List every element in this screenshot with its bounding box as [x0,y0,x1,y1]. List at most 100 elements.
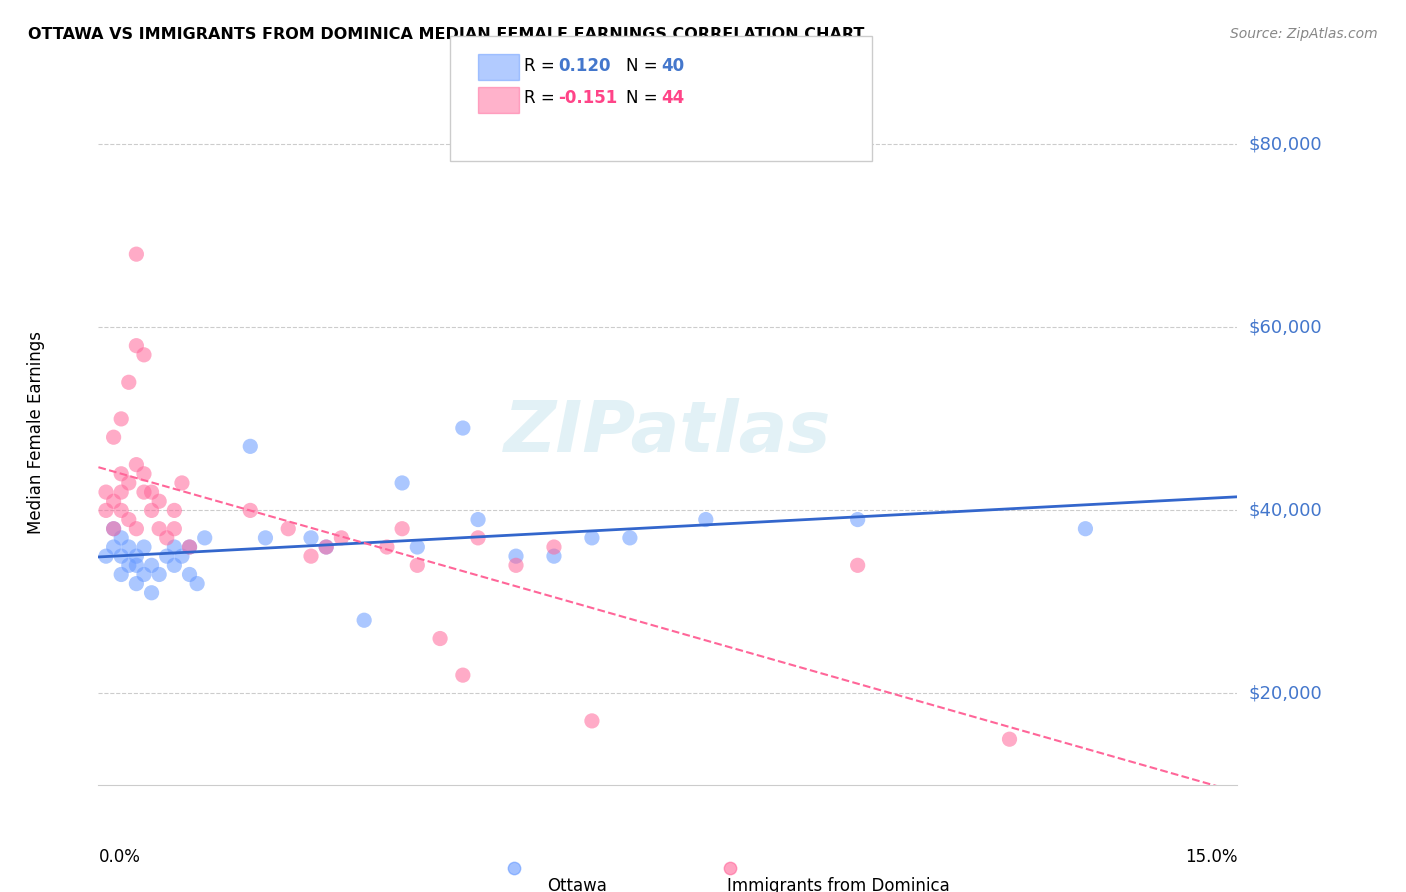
Text: Ottawa: Ottawa [547,877,606,892]
Point [315,540,337,554]
Point [581,531,603,545]
Text: 44: 44 [661,89,685,107]
Point [118,376,141,390]
Point [375,540,398,554]
Text: OTTAWA VS IMMIGRANTS FROM DOMINICA MEDIAN FEMALE EARNINGS CORRELATION CHART: OTTAWA VS IMMIGRANTS FROM DOMINICA MEDIA… [28,27,865,42]
Text: 0.0%: 0.0% [98,848,141,866]
Point [125,339,148,353]
Point [315,540,337,554]
Point [846,512,869,526]
Point [505,558,527,573]
Point [451,421,474,435]
Text: R =: R = [524,89,561,107]
Point [132,467,155,481]
Point [103,540,125,554]
Point [998,732,1021,747]
Point [118,558,141,573]
Point [695,512,717,526]
Text: $40,000: $40,000 [1249,501,1323,519]
Point [110,567,132,582]
Point [429,632,451,646]
Point [148,522,170,536]
Text: Source: ZipAtlas.com: Source: ZipAtlas.com [1230,27,1378,41]
Text: R =: R = [524,57,561,75]
Point [406,540,429,554]
Point [254,531,277,545]
Point [299,531,322,545]
Point [141,503,163,517]
Text: N =: N = [626,57,662,75]
Point [110,549,132,564]
Text: N =: N = [626,89,662,107]
Point [118,475,141,490]
Point [330,531,353,545]
Text: $80,000: $80,000 [1249,136,1322,153]
Point [125,576,148,591]
Point [132,567,155,582]
Point [94,549,117,564]
Point [125,247,148,261]
Point [543,540,565,554]
Point [132,540,155,554]
Point [148,494,170,508]
Point [141,586,163,600]
Text: 15.0%: 15.0% [1185,848,1237,866]
Point [467,531,489,545]
Point [141,485,163,500]
Point [619,531,641,545]
Point [170,549,193,564]
Point [543,549,565,564]
Point [391,475,413,490]
Point [353,613,375,627]
Point [299,549,322,564]
Point [148,567,170,582]
Point [451,668,474,682]
Point [179,567,201,582]
Point [406,558,429,573]
Point [110,467,132,481]
Point [846,558,869,573]
Point [186,576,208,591]
Point [103,430,125,444]
Text: -0.151: -0.151 [558,89,617,107]
Point [125,549,148,564]
Point [132,485,155,500]
Point [1074,522,1097,536]
Point [110,485,132,500]
Point [110,503,132,517]
Point [156,549,179,564]
Point [118,540,141,554]
Point [103,522,125,536]
Point [110,412,132,426]
Point [239,503,262,517]
Point [94,503,117,517]
Point [194,531,217,545]
Point [179,540,201,554]
Point [125,522,148,536]
Text: 0.120: 0.120 [558,57,610,75]
Point [277,522,299,536]
Point [391,522,413,536]
Text: Median Female Earnings: Median Female Earnings [27,331,45,534]
Point [103,494,125,508]
Point [163,558,186,573]
Point [239,439,262,453]
Point [103,522,125,536]
Text: $60,000: $60,000 [1249,318,1322,336]
Point [125,458,148,472]
Point [125,558,148,573]
Point [179,540,201,554]
Text: ZIPatlas: ZIPatlas [505,398,831,467]
Point [170,475,193,490]
Point [163,503,186,517]
Point [156,531,179,545]
Point [118,512,141,526]
Text: $20,000: $20,000 [1249,684,1323,702]
Point [163,522,186,536]
Point [110,531,132,545]
Text: Immigrants from Dominica: Immigrants from Dominica [727,877,950,892]
Point [94,485,117,500]
Point [505,549,527,564]
Point [467,512,489,526]
Point [581,714,603,728]
